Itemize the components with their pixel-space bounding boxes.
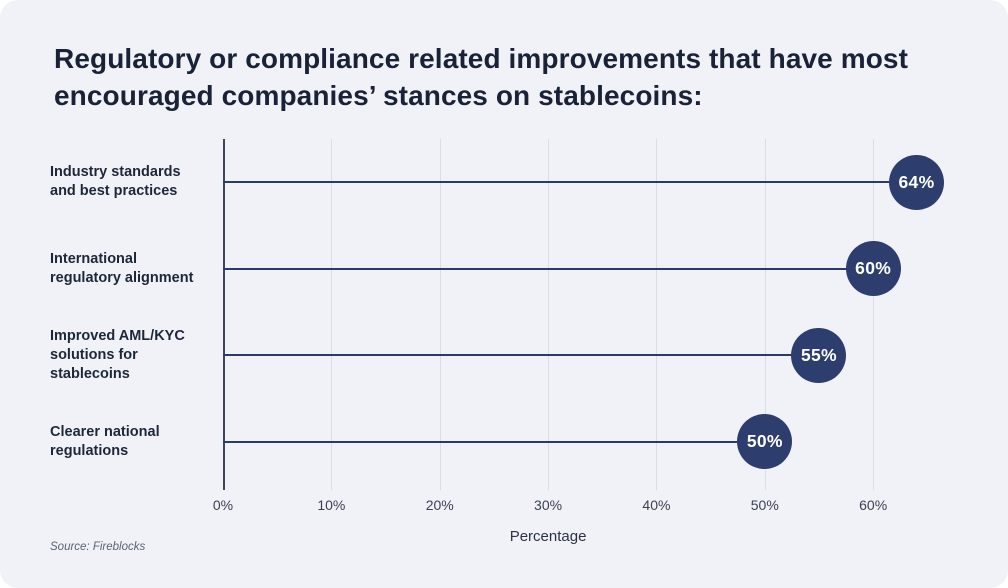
x-tick-label-20: 20% bbox=[425, 497, 454, 513]
gridline-30 bbox=[548, 139, 550, 490]
x-tick-label-60: 60% bbox=[859, 497, 888, 513]
gridline-40 bbox=[656, 139, 658, 490]
lollipop-stem bbox=[223, 354, 819, 357]
x-tick-label-30: 30% bbox=[534, 497, 563, 513]
category-label: Clearer national regulations bbox=[50, 423, 160, 459]
category-label: Industry standards and best practices bbox=[50, 164, 181, 200]
gridline-60 bbox=[873, 139, 875, 490]
x-axis-title: Percentage bbox=[509, 528, 587, 545]
x-tick-label-10: 10% bbox=[317, 497, 346, 513]
y-axis-line bbox=[223, 139, 225, 490]
plot-area: 0% 10% 20% 30% 40% 50% 60% 64% Industry standard… bbox=[50, 139, 962, 545]
value-bubble: 60% bbox=[845, 241, 901, 297]
value-bubble: 55% bbox=[791, 327, 847, 383]
value-bubble: 50% bbox=[737, 414, 793, 470]
x-tick-label-40: 40% bbox=[642, 497, 671, 513]
chart-title: Regulatory or compliance related improve… bbox=[54, 43, 909, 112]
gridline-20 bbox=[439, 139, 441, 490]
x-tick-label-0: 0% bbox=[212, 497, 234, 513]
gridline-10 bbox=[331, 139, 333, 490]
value-bubble: 64% bbox=[888, 154, 944, 210]
lollipop-stem bbox=[223, 440, 765, 443]
gridline-50 bbox=[764, 139, 766, 490]
category-label: Improved AML/KYC solutions for stablecoi… bbox=[50, 327, 185, 382]
lollipop-stem bbox=[223, 267, 874, 270]
x-tick-label-50: 50% bbox=[750, 497, 779, 513]
source-attribution: Source: Fireblocks bbox=[50, 541, 146, 553]
category-label: International regulatory alignment bbox=[50, 250, 194, 286]
lollipop-stem bbox=[223, 181, 917, 184]
